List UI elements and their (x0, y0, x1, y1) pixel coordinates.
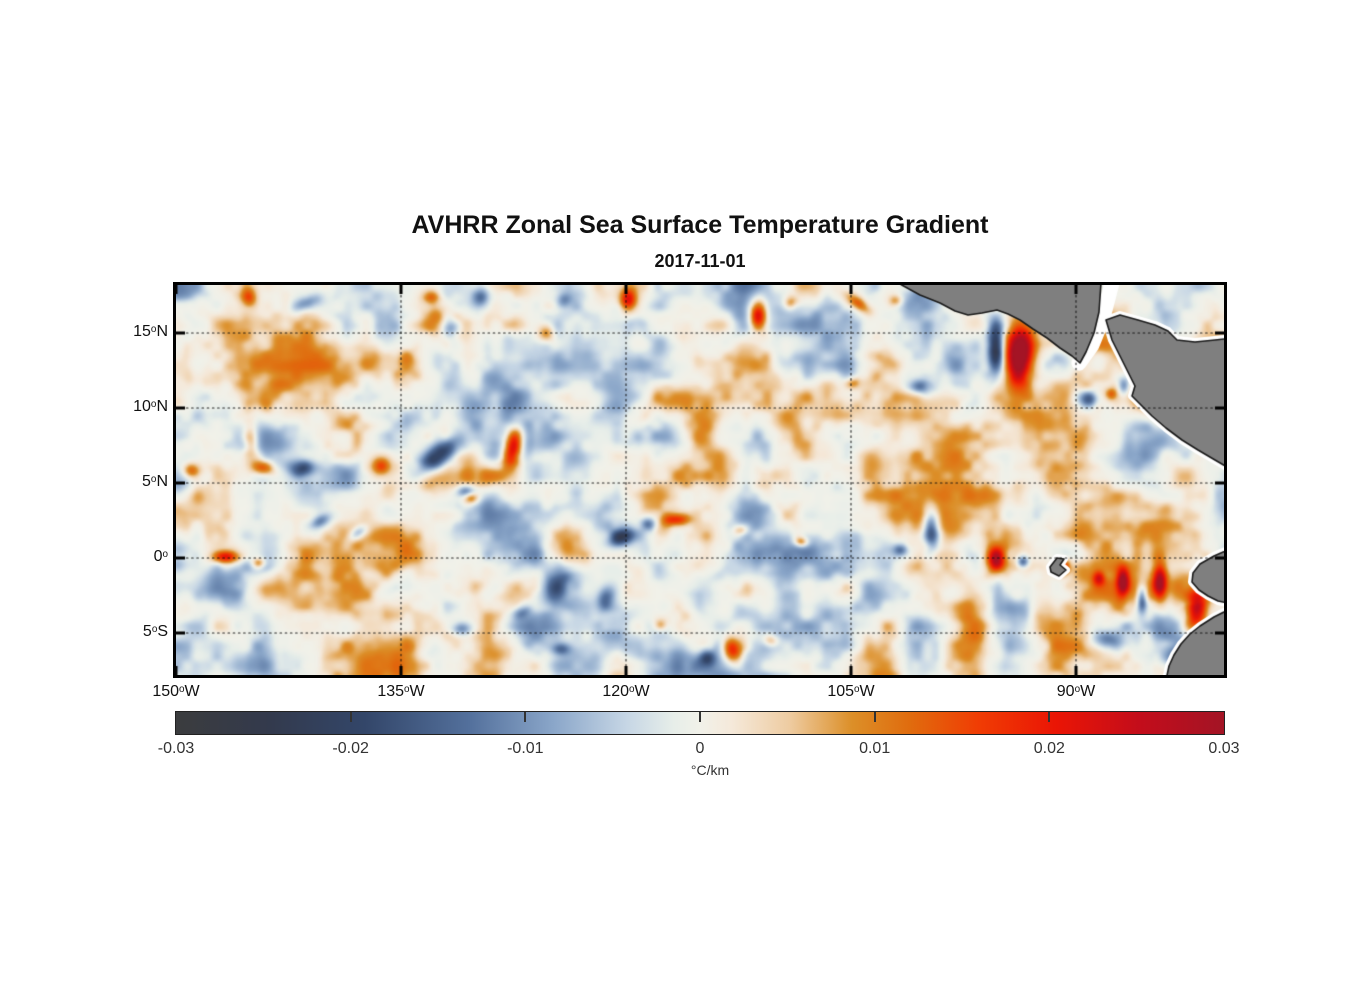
x-tick-text: 90oW (1056, 683, 1096, 700)
map-plot-area (173, 282, 1227, 678)
colorbar-tick-label: 0.02 (1033, 740, 1065, 757)
colorbar-tick-label: -0.02 (332, 740, 369, 757)
sst-gradient-heatmap-canvas (176, 285, 1224, 675)
y-tick-text: 10oN (133, 398, 168, 415)
chart-title: AVHRR Zonal Sea Surface Temperature Grad… (411, 211, 989, 239)
x-tick-text: 135oW (377, 683, 425, 700)
chart-date-subtitle: 2017-11-01 (654, 251, 746, 271)
colorbar-gradient (176, 712, 1224, 734)
colorbar-tick-mark (873, 712, 876, 722)
x-tick-label: 120oW (571, 683, 681, 701)
y-tick-text: 0o (153, 548, 168, 565)
colorbar-tick-label: -0.01 (507, 740, 544, 757)
y-tick-text: 15oN (133, 323, 168, 340)
colorbar-unit-label: °C/km (690, 762, 730, 778)
y-tick-text: 5oS (142, 623, 168, 640)
colorbar-tick-mark (1048, 712, 1051, 722)
colorbar-tick-mark (349, 712, 352, 722)
x-tick-label: 135oW (346, 683, 456, 701)
x-tick-label: 90oW (1021, 683, 1131, 701)
y-tick-text: 5oN (142, 473, 168, 490)
colorbar-tick-label: -0.03 (157, 740, 195, 757)
x-tick-text: 150oW (152, 683, 200, 700)
y-tick-label: 5oS (58, 623, 168, 641)
colorbar (175, 711, 1225, 735)
y-tick-label: 5oN (58, 473, 168, 491)
y-tick-label: 0o (58, 548, 168, 566)
x-tick-label: 150oW (121, 683, 231, 701)
colorbar-tick-label: 0.03 (1208, 740, 1240, 757)
colorbar-tick-mark (524, 712, 527, 722)
x-tick-label: 105oW (796, 683, 906, 701)
colorbar-tick-label: 0 (695, 740, 705, 757)
x-tick-text: 120oW (602, 683, 650, 700)
x-tick-text: 105oW (827, 683, 875, 700)
colorbar-tick-label: 0.01 (859, 740, 891, 757)
colorbar-tick-mark (699, 712, 701, 722)
y-tick-label: 15oN (58, 323, 168, 341)
y-tick-label: 10oN (58, 398, 168, 416)
